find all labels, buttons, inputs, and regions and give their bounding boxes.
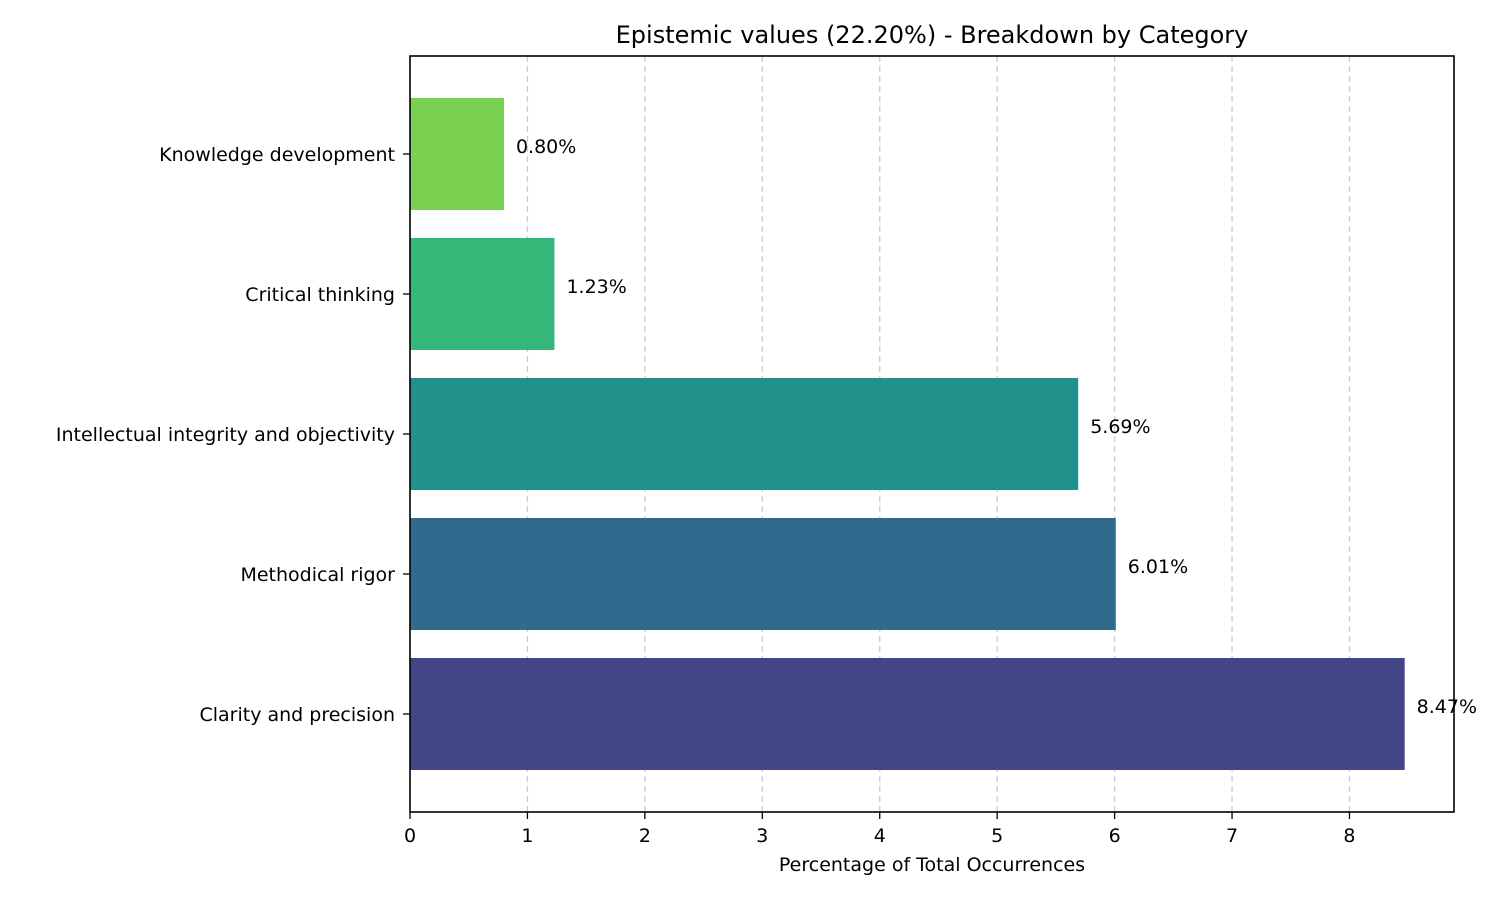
x-axis-ticks: 0 1 2 3 4 5 6 7 8 [404, 812, 1356, 847]
bar [410, 238, 555, 350]
y-tick-label: Methodical rigor [240, 564, 395, 586]
chart-title: Epistemic values (22.20%) - Breakdown by… [616, 21, 1249, 49]
x-tick-label: 0 [404, 825, 416, 847]
bar-value-label: 5.69% [1090, 416, 1150, 438]
bar [410, 378, 1079, 490]
x-tick-label: 2 [639, 825, 651, 847]
x-tick-label: 3 [756, 825, 768, 847]
bar-value-label: 8.47% [1417, 696, 1477, 718]
bar-value-label: 6.01% [1128, 556, 1188, 578]
y-axis-ticks: Clarity and precision Methodical rigor Int… [56, 144, 410, 726]
x-tick-label: 5 [991, 825, 1003, 847]
bar-value-label: 1.23% [566, 276, 626, 298]
x-tick-label: 8 [1343, 825, 1355, 847]
x-tick-label: 1 [521, 825, 533, 847]
value-labels: 8.47% 6.01% 5.69% 1.23% 0.80% [516, 136, 1477, 718]
x-tick-label: 4 [874, 825, 886, 847]
x-tick-label: 6 [1109, 825, 1121, 847]
bar [410, 98, 504, 210]
x-axis-label: Percentage of Total Occurrences [779, 854, 1085, 876]
bar-value-label: 0.80% [516, 136, 576, 158]
y-tick-label: Clarity and precision [199, 704, 395, 726]
bars [410, 98, 1405, 770]
bar [410, 518, 1116, 630]
y-tick-label: Intellectual integrity and objectivity [56, 424, 395, 446]
x-tick-label: 7 [1226, 825, 1238, 847]
y-tick-label: Critical thinking [245, 284, 395, 306]
bar [410, 658, 1405, 770]
y-tick-label: Knowledge development [159, 144, 395, 166]
